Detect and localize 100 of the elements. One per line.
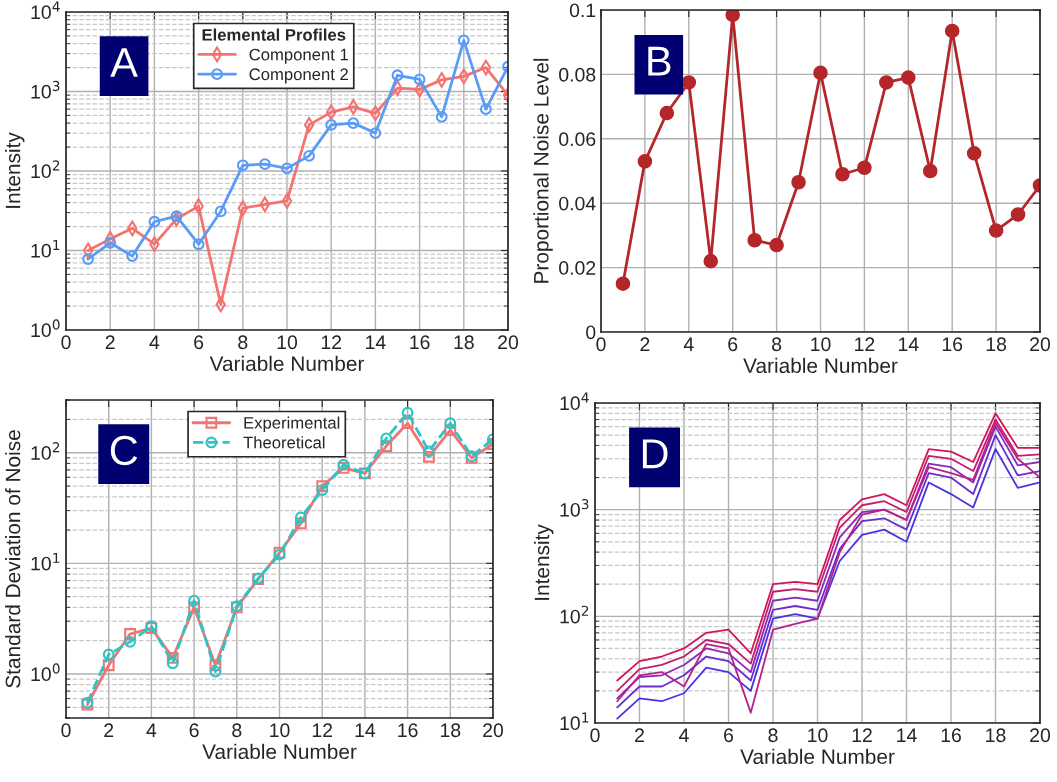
y-tick-label: 10$^{1}$ xyxy=(31,552,60,571)
x-tick-label: 20 xyxy=(1030,337,1051,352)
x-axis-title: Variable Number xyxy=(743,357,898,374)
point xyxy=(413,73,426,86)
x-tick-label: 4 xyxy=(146,723,157,737)
x-tick-label: 8 xyxy=(238,335,248,350)
x-tick-label: 14 xyxy=(355,723,376,737)
x-tick-label: 0 xyxy=(596,337,606,352)
point xyxy=(457,34,470,47)
x-tick-label: 10 xyxy=(811,337,831,352)
point xyxy=(423,445,435,458)
point xyxy=(480,103,492,116)
x-axis-title: Variable Number xyxy=(740,748,895,765)
y-axis-title: Intensity xyxy=(534,524,554,600)
point xyxy=(988,223,1004,238)
x-tick-label: 18 xyxy=(454,335,474,350)
x-tick-label: 16 xyxy=(410,335,430,350)
point xyxy=(380,432,393,445)
x-tick-label: 14 xyxy=(897,728,917,742)
point xyxy=(82,242,94,259)
legend-label: Component 2 xyxy=(249,68,348,84)
point xyxy=(188,594,200,607)
x-tick-label: 8 xyxy=(232,723,242,738)
point xyxy=(303,149,315,162)
point xyxy=(791,174,806,190)
point xyxy=(769,237,784,253)
x-tick-label: 6 xyxy=(728,337,738,352)
y-tick-label: 10$^{4}$ xyxy=(31,1,60,20)
point xyxy=(188,601,200,614)
point xyxy=(444,417,457,430)
point xyxy=(703,253,719,269)
y-axis-title: Intensity xyxy=(5,132,25,208)
x-tick-label: 4 xyxy=(683,337,694,351)
y-tick-label: 10$^{3}$ xyxy=(560,499,589,517)
y-tick-label: 0.04 xyxy=(559,196,596,211)
x-tick-label: 12 xyxy=(852,728,872,742)
point xyxy=(192,238,205,251)
x-tick-label: 12 xyxy=(855,337,875,351)
y-tick-label: 10$^{0}$ xyxy=(31,663,60,682)
point xyxy=(380,440,393,452)
point xyxy=(659,105,675,121)
x-tick-label: 6 xyxy=(194,335,204,350)
point xyxy=(303,116,315,133)
y-tick-label: 10$^{1}$ xyxy=(31,240,60,258)
point xyxy=(423,450,435,463)
x-tick-label: 4 xyxy=(149,335,160,349)
y-tick-label: 10$^{4}$ xyxy=(560,392,589,411)
x-tick-label: 20 xyxy=(483,723,504,738)
point xyxy=(435,110,448,123)
point xyxy=(316,484,329,496)
y-tick-label: 0.02 xyxy=(559,261,596,275)
x-tick-label: 12 xyxy=(312,723,333,737)
point xyxy=(922,163,938,179)
point xyxy=(316,480,329,492)
point xyxy=(166,651,179,664)
point xyxy=(281,193,293,209)
y-tick-label: 0.1 xyxy=(569,3,596,18)
point xyxy=(166,657,179,670)
point xyxy=(901,70,916,85)
x-tick-label: 14 xyxy=(898,337,919,351)
x-tick-label: 6 xyxy=(189,723,199,738)
point xyxy=(124,636,136,648)
y-tick-label: 0.08 xyxy=(559,67,596,82)
x-tick-label: 20 xyxy=(1030,728,1051,743)
point xyxy=(747,232,762,248)
point xyxy=(944,23,960,39)
x-tick-label: 10 xyxy=(270,723,290,738)
point xyxy=(725,10,740,23)
x-tick-label: 16 xyxy=(942,337,963,352)
x-tick-label: 18 xyxy=(986,337,1007,352)
point xyxy=(259,196,271,213)
x-tick-label: 14 xyxy=(366,335,386,349)
x-tick-label: 8 xyxy=(768,728,778,743)
x-tick-label: 0 xyxy=(61,723,71,738)
point xyxy=(347,117,360,130)
x-tick-label: 2 xyxy=(104,723,114,737)
point xyxy=(966,146,982,161)
x-tick-label: 2 xyxy=(635,728,644,742)
point xyxy=(857,160,872,176)
x-tick-label: 4 xyxy=(679,728,689,742)
point xyxy=(325,119,338,131)
point xyxy=(124,628,136,640)
annotation: C xyxy=(110,435,138,466)
point xyxy=(170,210,183,223)
point xyxy=(480,59,492,76)
point xyxy=(391,69,404,82)
legend-label: Theoretical xyxy=(243,436,325,449)
x-tick-label: 6 xyxy=(724,728,734,743)
point xyxy=(126,250,139,263)
point xyxy=(236,159,249,172)
point xyxy=(835,166,850,182)
point xyxy=(209,659,222,672)
point xyxy=(813,65,828,81)
point xyxy=(879,75,894,90)
point xyxy=(369,127,382,139)
annotation: A xyxy=(110,48,138,77)
point xyxy=(294,517,307,530)
y-axis-title: Standard Deviation of Noise xyxy=(5,430,21,688)
y-axis-title: Proportional Noise Level xyxy=(533,58,553,283)
x-tick-label: 2 xyxy=(640,337,650,351)
